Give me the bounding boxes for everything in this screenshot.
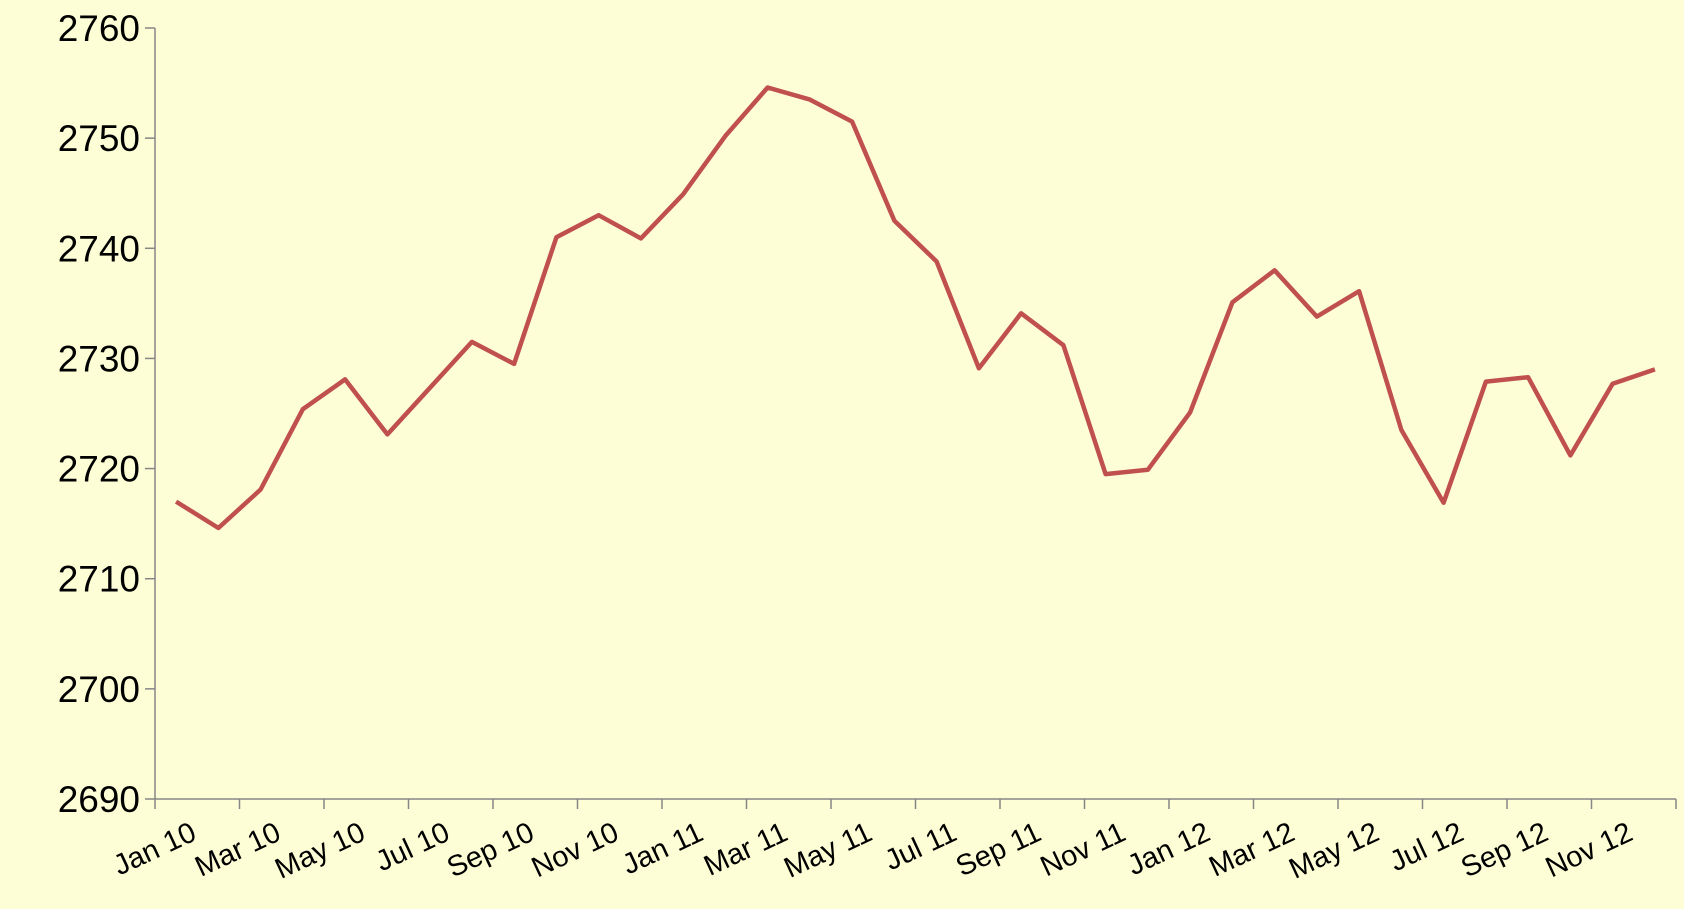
- line-series: [174, 85, 1656, 531]
- y-tick-label: 2720: [58, 449, 140, 490]
- y-tick-label: 2690: [58, 779, 140, 820]
- y-tick-label: 2730: [58, 338, 140, 379]
- y-tick-label: 2740: [58, 228, 140, 269]
- y-tick-label: 2760: [58, 8, 140, 49]
- y-tick-label: 2750: [58, 118, 140, 159]
- y-tick-label: 2710: [58, 559, 140, 600]
- y-tick-label: 2700: [58, 669, 140, 710]
